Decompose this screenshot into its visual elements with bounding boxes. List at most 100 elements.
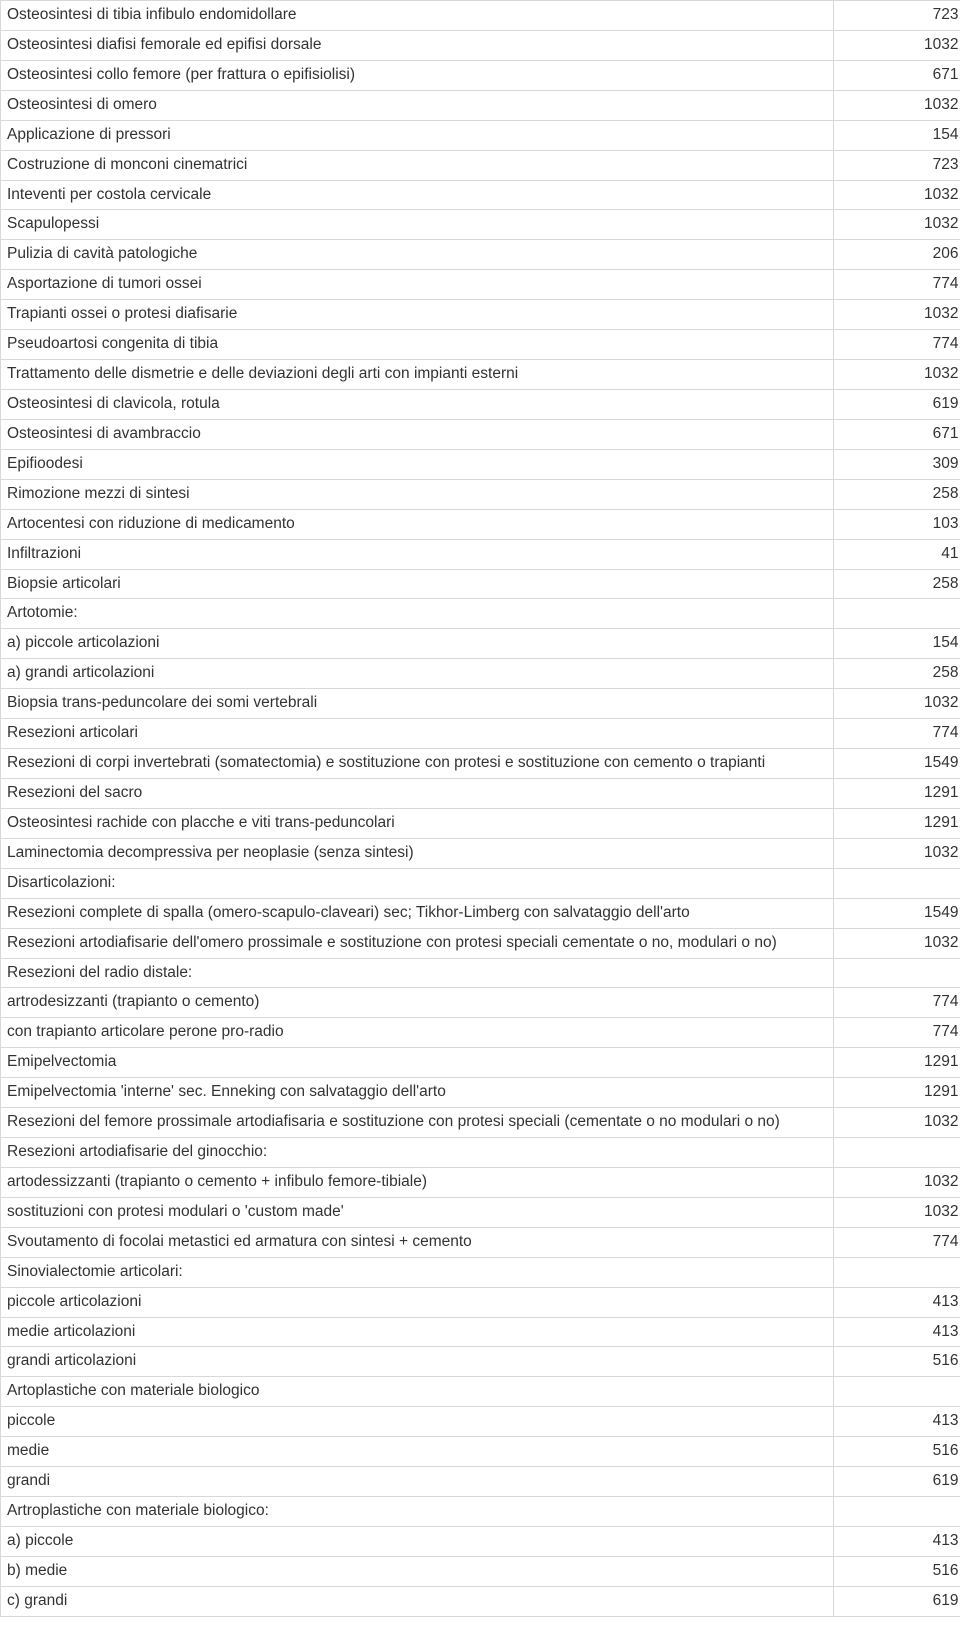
- procedure-description: Biopsie articolari: [1, 569, 834, 599]
- procedure-description: Rimozione mezzi di sintesi: [1, 479, 834, 509]
- procedure-description: c) grandi: [1, 1586, 834, 1616]
- procedure-price: 1291,14: [834, 778, 960, 808]
- procedure-price: 516,46: [834, 1556, 960, 1586]
- procedure-description: Osteosintesi collo femore (per frattura …: [1, 60, 834, 90]
- procedure-description: Emipelvectomia: [1, 1048, 834, 1078]
- procedure-price: 258,23: [834, 479, 960, 509]
- table-row: Scapulopessi1032,91: [1, 210, 960, 240]
- procedure-description: grandi: [1, 1467, 834, 1497]
- table-row: medie516,46: [1, 1437, 960, 1467]
- procedure-description: Asportazione di tumori ossei: [1, 270, 834, 300]
- procedure-description: Infiltrazioni: [1, 539, 834, 569]
- procedure-description: piccole: [1, 1407, 834, 1437]
- procedure-description: Pseudoartosi congenita di tibia: [1, 330, 834, 360]
- procedure-price: 1032,91: [834, 1167, 960, 1197]
- procedure-price: 774,69: [834, 330, 960, 360]
- procedure-price: 1549,37: [834, 898, 960, 928]
- procedure-price: 309,87: [834, 449, 960, 479]
- table-row: a) piccole413,17: [1, 1527, 960, 1557]
- table-row: Trapianti ossei o protesi diafisarie1032…: [1, 300, 960, 330]
- procedure-description: Osteosintesi di avambraccio: [1, 419, 834, 449]
- procedure-price: 1549,37: [834, 749, 960, 779]
- table-row: Disarticolazioni:: [1, 868, 960, 898]
- table-row: b) medie516,46: [1, 1556, 960, 1586]
- procedure-price: 1032,91: [834, 928, 960, 958]
- procedure-price: [834, 1497, 960, 1527]
- procedure-price: 723,04: [834, 1, 960, 31]
- table-row: Rimozione mezzi di sintesi258,23: [1, 479, 960, 509]
- procedure-price: 413,17: [834, 1407, 960, 1437]
- table-row: con trapianto articolare perone pro-radi…: [1, 1018, 960, 1048]
- table-row: a) grandi articolazioni258,23: [1, 659, 960, 689]
- table-row: Sinovialectomie articolari:: [1, 1257, 960, 1287]
- procedure-price: 619,75: [834, 389, 960, 419]
- procedure-description: Biopsia trans-peduncolare dei somi verte…: [1, 689, 834, 719]
- procedure-description: Osteosintesi di clavicola, rotula: [1, 389, 834, 419]
- table-row: Resezioni artodiafisarie del ginocchio:: [1, 1138, 960, 1168]
- procedure-description: Epifioodesi: [1, 449, 834, 479]
- procedure-price: 1032,91: [834, 689, 960, 719]
- procedure-price: 154,94: [834, 120, 960, 150]
- procedure-description: artodessizzanti (trapianto o cemento + i…: [1, 1167, 834, 1197]
- procedure-description: b) medie: [1, 1556, 834, 1586]
- procedure-price: 619,75: [834, 1467, 960, 1497]
- procedure-description: Resezioni di corpi invertebrati (somatec…: [1, 749, 834, 779]
- table-row: Epifioodesi309,87: [1, 449, 960, 479]
- table-row: Artroplastiche con materiale biologico:: [1, 1497, 960, 1527]
- procedure-price: 103,29: [834, 509, 960, 539]
- procedure-price: 619,75: [834, 1586, 960, 1616]
- table-row: Osteosintesi di clavicola, rotula619,75: [1, 389, 960, 419]
- procedure-description: piccole articolazioni: [1, 1287, 834, 1317]
- table-row: Biopsie articolari258,23: [1, 569, 960, 599]
- procedure-description: a) piccole: [1, 1527, 834, 1557]
- procedure-price: [834, 1377, 960, 1407]
- table-row: grandi articolazioni516,46: [1, 1347, 960, 1377]
- table-row: Resezioni articolari774,69: [1, 719, 960, 749]
- procedure-description: Resezioni del sacro: [1, 778, 834, 808]
- table-row: Applicazione di pressori154,94: [1, 120, 960, 150]
- table-row: Osteosintesi di omero1032,91: [1, 90, 960, 120]
- procedure-description: grandi articolazioni: [1, 1347, 834, 1377]
- procedure-description: Trapianti ossei o protesi diafisarie: [1, 300, 834, 330]
- table-row: Artoplastiche con materiale biologico: [1, 1377, 960, 1407]
- procedure-price: 1291,14: [834, 1048, 960, 1078]
- table-row: Artotomie:: [1, 599, 960, 629]
- procedure-price: [834, 599, 960, 629]
- procedure-price: 1032,91: [834, 360, 960, 390]
- table-row: Osteosintesi rachide con placche e viti …: [1, 808, 960, 838]
- procedure-price: 774,69: [834, 1018, 960, 1048]
- procedure-description: Resezioni artodiafisarie del ginocchio:: [1, 1138, 834, 1168]
- procedure-price: 774,69: [834, 719, 960, 749]
- procedure-description: Svoutamento di focolai metastici ed arma…: [1, 1227, 834, 1257]
- procedure-description: Disarticolazioni:: [1, 868, 834, 898]
- table-row: sostituzioni con protesi modulari o 'cus…: [1, 1197, 960, 1227]
- table-row: Svoutamento di focolai metastici ed arma…: [1, 1227, 960, 1257]
- procedure-price: 413,17: [834, 1527, 960, 1557]
- procedure-price: 1032,91: [834, 838, 960, 868]
- procedure-price: 1032,91: [834, 210, 960, 240]
- table-row: Biopsia trans-peduncolare dei somi verte…: [1, 689, 960, 719]
- procedure-price: 671,39: [834, 60, 960, 90]
- procedure-description: Resezioni complete di spalla (omero-scap…: [1, 898, 834, 928]
- table-row: Resezioni complete di spalla (omero-scap…: [1, 898, 960, 928]
- procedure-description: Osteosintesi diafisi femorale ed epifisi…: [1, 30, 834, 60]
- procedure-price: 413,17: [834, 1287, 960, 1317]
- table-row: Asportazione di tumori ossei774,69: [1, 270, 960, 300]
- table-row: piccole articolazioni413,17: [1, 1287, 960, 1317]
- procedure-description: Artocentesi con riduzione di medicamento: [1, 509, 834, 539]
- table-row: Osteosintesi di avambraccio671,39: [1, 419, 960, 449]
- procedure-description: medie: [1, 1437, 834, 1467]
- procedure-price: 206,58: [834, 240, 960, 270]
- table-row: c) grandi619,75: [1, 1586, 960, 1616]
- price-table: Osteosintesi di tibia infibulo endomidol…: [0, 0, 960, 1617]
- table-row: Artocentesi con riduzione di medicamento…: [1, 509, 960, 539]
- procedure-description: Osteosintesi rachide con placche e viti …: [1, 808, 834, 838]
- table-row: Pseudoartosi congenita di tibia774,69: [1, 330, 960, 360]
- table-row: Osteosintesi collo femore (per frattura …: [1, 60, 960, 90]
- procedure-price: 774,69: [834, 1227, 960, 1257]
- table-row: Osteosintesi di tibia infibulo endomidol…: [1, 1, 960, 31]
- table-row: Resezioni del sacro1291,14: [1, 778, 960, 808]
- procedure-price: 1032,91: [834, 1108, 960, 1138]
- procedure-price: [834, 958, 960, 988]
- table-row: artrodesizzanti (trapianto o cemento)774…: [1, 988, 960, 1018]
